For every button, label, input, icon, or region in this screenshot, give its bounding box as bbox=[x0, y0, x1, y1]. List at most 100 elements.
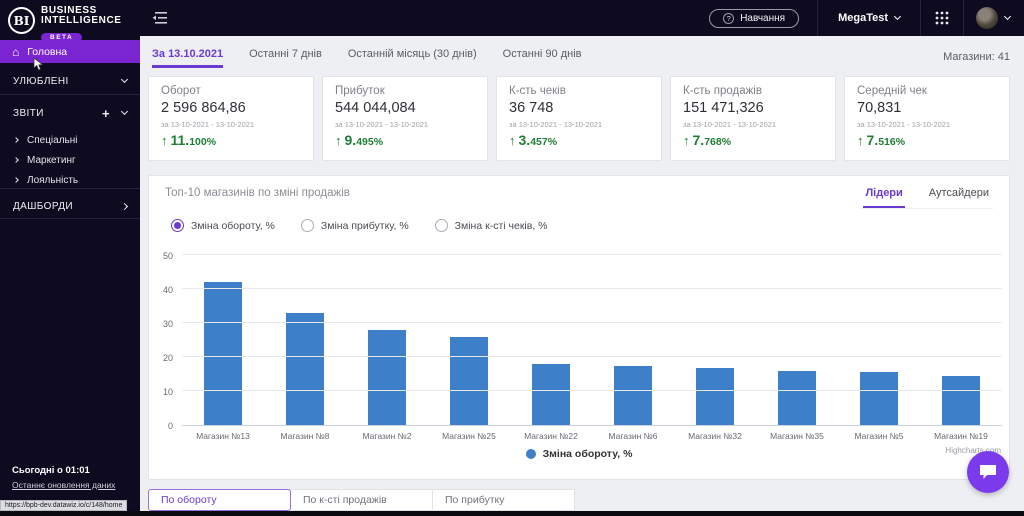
bottom-tab-1[interactable]: По к-сті продажів bbox=[290, 489, 433, 511]
x-axis-label: Магазин №19 bbox=[934, 431, 988, 441]
bar-slot bbox=[346, 256, 428, 425]
x-axis-label: Магазин №25 bbox=[442, 431, 496, 441]
sidebar-item-home[interactable]: ⌂ Головна bbox=[0, 40, 140, 63]
chevron-down-icon bbox=[893, 12, 902, 21]
kpi-card-2: К-сть чеків 36 748 за 13-10-2021 - 13-10-2… bbox=[496, 76, 662, 161]
kpi-title: Оборот bbox=[161, 85, 201, 97]
kpi-card-0: Оборот 2 596 864,86 за 13-10-2021 - 13-10-… bbox=[148, 76, 314, 161]
bar-slot bbox=[592, 256, 674, 425]
y-axis-tick: 20 bbox=[162, 353, 173, 363]
training-label: Навчання bbox=[740, 12, 786, 24]
kpi-delta-frac: 100% bbox=[189, 136, 217, 148]
chat-widget-button[interactable] bbox=[967, 451, 1009, 493]
kpi-period: за 13-10-2021 - 13-10-2021 bbox=[683, 120, 777, 129]
bar-slot bbox=[674, 256, 756, 425]
chart-plot-area: 0 10 20 30 40 50 bbox=[163, 251, 1002, 431]
sidebar: BI BUSINESS INTELLIGENCE BETA ⌂ Головна … bbox=[0, 0, 140, 516]
arrow-up-icon: ↑ bbox=[683, 133, 690, 148]
x-axis-label: Магазин №22 bbox=[524, 431, 578, 441]
x-axis-label: Магазин №5 bbox=[854, 431, 904, 441]
arrow-up-icon: ↑ bbox=[335, 133, 342, 148]
y-axis-tick: 40 bbox=[162, 285, 173, 295]
x-axis-label: Магазин №6 bbox=[608, 431, 658, 441]
bar-slot bbox=[182, 256, 264, 425]
bar-Магазин-№32[interactable] bbox=[696, 368, 734, 425]
profile-menu[interactable] bbox=[964, 7, 1024, 29]
radio-label: Зміна прибутку, % bbox=[320, 219, 409, 232]
sidebar-item-2[interactable]: Лояльність bbox=[0, 170, 140, 190]
arrow-up-icon: ↑ bbox=[857, 133, 864, 148]
chart-panel-header: Топ-10 магазинів по зміні продажів Лідер… bbox=[149, 176, 1009, 209]
sidebar-divider bbox=[0, 94, 140, 95]
app-logo[interactable]: BI BUSINESS INTELLIGENCE BETA bbox=[0, 0, 140, 48]
training-button[interactable]: ? Навчання bbox=[709, 8, 800, 28]
chart-x-labels: Магазин №13 Магазин №8 Магазин №2 Магазин №… bbox=[182, 431, 1002, 441]
sidebar-item-1[interactable]: Маркетинг bbox=[0, 150, 140, 170]
leaders-tab-0[interactable]: Лідери bbox=[863, 185, 905, 208]
user-name: MegaTest bbox=[838, 12, 888, 24]
metric-radio-group: Зміна обороту, % Зміна прибутку, % Зміна к… bbox=[149, 209, 1009, 232]
user-menu[interactable]: MegaTest bbox=[818, 12, 920, 24]
metric-radio-2[interactable]: Зміна к-сті чеків, % bbox=[434, 219, 548, 232]
bar-Магазин-№6[interactable] bbox=[614, 365, 652, 425]
date-tab-0[interactable]: За 13.10.2021 bbox=[152, 48, 224, 68]
bar-slot bbox=[264, 256, 346, 425]
bottom-tab-2[interactable]: По прибутку bbox=[432, 489, 575, 511]
chevron-down-icon bbox=[120, 75, 129, 84]
metric-radio-1[interactable]: Зміна прибутку, % bbox=[300, 219, 409, 232]
beta-badge: BETA bbox=[41, 32, 83, 42]
radio-label: Зміна обороту, % bbox=[191, 219, 275, 232]
chevron-right-icon bbox=[120, 202, 129, 210]
update-caption[interactable]: Останнє оновлення даних bbox=[12, 480, 116, 490]
radio-dot-icon bbox=[174, 222, 181, 229]
sidebar-home-label: Головна bbox=[27, 45, 68, 58]
metric-radio-0[interactable]: Зміна обороту, % bbox=[171, 219, 275, 232]
arrow-up-icon: ↑ bbox=[161, 133, 168, 148]
leaders-tab-1[interactable]: Аутсайдери bbox=[928, 187, 989, 199]
x-axis-label: Магазин №13 bbox=[196, 431, 250, 441]
data-update-info: Сьогодні о 01:01 Останнє оновлення даних bbox=[0, 465, 127, 490]
y-axis-tick: 50 bbox=[162, 251, 173, 261]
bar-slot bbox=[838, 256, 920, 425]
kpi-delta: ↑ 11. 100% bbox=[161, 132, 301, 148]
grid-icon bbox=[935, 11, 949, 25]
date-tab-3[interactable]: Останні 90 днів bbox=[502, 48, 582, 60]
x-axis-label: Магазин №8 bbox=[280, 431, 330, 441]
bar-Магазин-№22[interactable] bbox=[532, 363, 570, 425]
kpi-delta-main: 7. bbox=[866, 132, 879, 148]
bar-Магазин-№13[interactable] bbox=[204, 282, 242, 425]
kpi-title: Прибуток bbox=[335, 85, 385, 97]
gridline bbox=[182, 288, 1002, 289]
mouse-cursor bbox=[33, 57, 44, 71]
date-tab-2[interactable]: Останній місяць (30 днів) bbox=[347, 48, 477, 60]
dashboards-label: ДАШБОРДИ bbox=[13, 200, 73, 212]
avatar bbox=[976, 7, 998, 29]
apps-grid-button[interactable] bbox=[921, 11, 963, 25]
bar-Магазин-№25[interactable] bbox=[450, 336, 488, 425]
kpi-value: 2 596 864,86 bbox=[161, 100, 246, 116]
sidebar-item-label: Лояльність bbox=[27, 174, 79, 186]
highcharts-watermark[interactable]: Highcharts.com bbox=[945, 446, 1001, 455]
bottom-tab-0[interactable]: По обороту bbox=[148, 489, 291, 511]
collapse-menu-icon[interactable] bbox=[152, 11, 168, 25]
kpi-delta-frac: 457% bbox=[530, 136, 558, 148]
bar-Магазин-№5[interactable] bbox=[860, 372, 898, 425]
kpi-value: 70,831 bbox=[857, 100, 902, 116]
add-report-icon[interactable]: + bbox=[102, 105, 110, 121]
bar-Магазин-№35[interactable] bbox=[778, 370, 816, 425]
home-icon: ⌂ bbox=[12, 44, 20, 59]
sidebar-section-dashboards[interactable]: ДАШБОРДИ bbox=[0, 195, 140, 217]
sidebar-item-0[interactable]: Спеціальні bbox=[0, 130, 140, 150]
date-tab-1[interactable]: Останні 7 днів bbox=[249, 48, 322, 60]
sidebar-section-reports[interactable]: ЗВІТИ + bbox=[0, 102, 140, 124]
bar-Магазин-№8[interactable] bbox=[286, 312, 324, 425]
kpi-delta-main: 9. bbox=[344, 132, 357, 148]
radio-icon bbox=[171, 219, 184, 232]
bar-Магазин-№2[interactable] bbox=[368, 329, 406, 425]
chart-legend[interactable]: Зміна обороту, % bbox=[149, 448, 1009, 460]
x-axis-label: Магазин №32 bbox=[688, 431, 742, 441]
kpi-delta: ↑ 9. 495% bbox=[335, 132, 475, 148]
bar-Магазин-№19[interactable] bbox=[942, 375, 980, 425]
sidebar-section-favorites[interactable]: УЛЮБЛЕНІ bbox=[0, 70, 140, 92]
chat-bubble-icon bbox=[980, 465, 996, 479]
